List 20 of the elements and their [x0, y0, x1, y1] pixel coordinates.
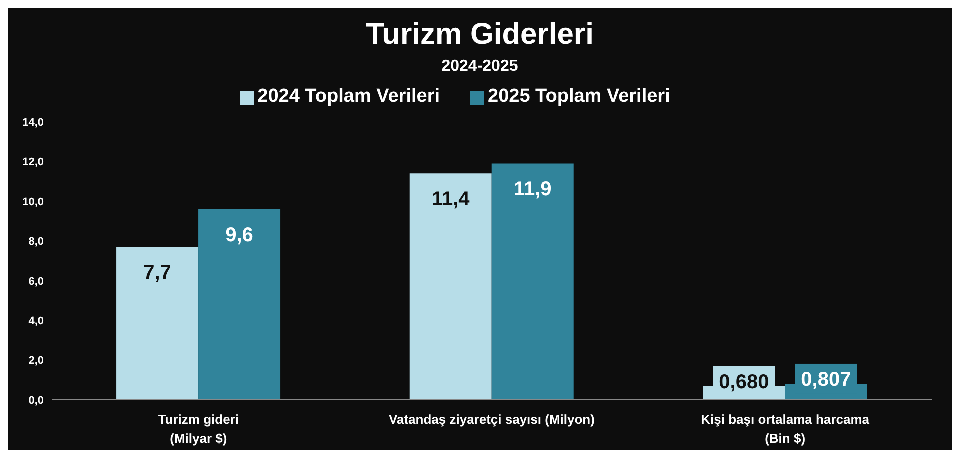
x-tick-label: Vatandaş ziyaretçi sayısı (Milyon)	[389, 412, 595, 427]
y-tick-label: 14,0	[22, 116, 44, 129]
data-label: 11,4	[432, 188, 471, 211]
data-label: 0,807	[801, 368, 852, 391]
data-label: 9,6	[226, 224, 254, 246]
data-label: 11,9	[514, 178, 552, 201]
chart-subtitle: 2024-2025	[440, 58, 520, 77]
y-tick-label: 4,0	[28, 315, 44, 328]
legend-label: 2024 Toplam Verileri	[258, 86, 440, 107]
x-tick-label: Turizm gideri (Milyar $)	[158, 412, 239, 446]
legend-label: 2025 Toplam Verileri	[488, 86, 670, 107]
y-tick-label: 8,0	[28, 236, 44, 248]
chart-title: Turizm Giderleri	[365, 17, 595, 53]
y-tick-label: 0,0	[28, 394, 44, 407]
y-tick-label: 2,0	[28, 355, 44, 368]
y-tick-label: 10,0	[22, 196, 44, 208]
x-tick-label: Kişi başı ortalama harcama (Bin $)	[701, 412, 870, 446]
y-tick-label: 6,0	[28, 276, 44, 288]
y-tick-label: 12,0	[22, 156, 44, 169]
data-label: 7,7	[144, 262, 172, 284]
